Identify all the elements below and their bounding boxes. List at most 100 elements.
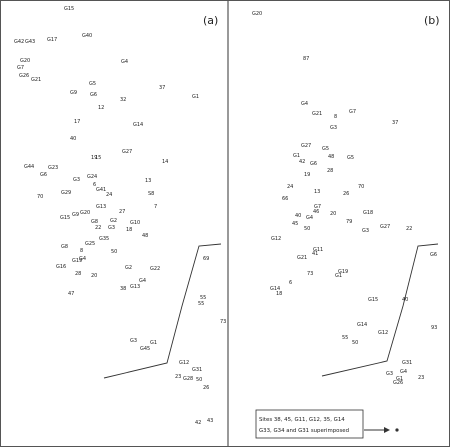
panel-a-point-label: 14 <box>162 159 168 165</box>
panel-b-point-label: 46 <box>313 209 319 215</box>
panel-b-point-label: G5 <box>322 146 329 152</box>
panel-b-point-label: G1 <box>293 153 300 159</box>
panel-b-point-label: 22 <box>406 226 412 232</box>
panel-a-point-label: 24 <box>106 192 112 198</box>
panel-a-point-label: G25 <box>85 241 95 247</box>
panel-b-point-label: 66 <box>282 196 288 202</box>
panel-b-point-label: 26 <box>343 191 349 197</box>
legend-line-2: G33, G34 and G31 superimposed <box>259 428 349 434</box>
panel-a-point-label: G15 <box>60 215 70 221</box>
panel-a-point-label: G14 <box>133 122 143 128</box>
panel-a-point-label: 13 <box>145 178 151 184</box>
panel-b-point-label: 28 <box>327 168 333 174</box>
panel-a-point-label: G40 <box>82 33 92 39</box>
panel-a-point-label: 7 <box>154 204 157 210</box>
panel-b-point-label: G3 <box>330 125 337 131</box>
panel-b-point-label: G31 <box>402 360 412 366</box>
panel-b-point-label: 73 <box>307 271 313 277</box>
panel-b-point-label: G3 <box>362 228 369 234</box>
panel-a-point-label: 42 <box>195 420 201 426</box>
panel-b-point-label: G4 <box>301 101 308 107</box>
panel-a-point-label: G24 <box>87 174 97 180</box>
panel-a-point-label: G13 <box>96 204 106 210</box>
panel-b-point-label: G27 <box>301 143 311 149</box>
panel-a-point-label: G10 <box>130 220 140 226</box>
panel-a-point-label: G22 <box>150 266 160 272</box>
panel-a-point-label: G21 <box>31 77 41 83</box>
boundary-line-b <box>321 243 439 377</box>
panel-a-point-label: G4 <box>121 59 128 65</box>
panel-b-point-label: 50 <box>304 226 310 232</box>
panel-b-point-label: 40 <box>295 213 301 219</box>
panel-a-point-label: 15 <box>95 155 101 161</box>
panel-b-point-label: G7 <box>349 109 356 115</box>
panel-a-point-label: G8 <box>91 219 98 225</box>
panel-a-point-label: 17 <box>74 119 80 125</box>
panel-a-point-label: 48 <box>142 233 148 239</box>
panel-b-point-label: 18 <box>276 291 282 297</box>
panel-a-point-label: G1 <box>192 94 199 100</box>
panel-b-point-label: G4 <box>400 369 407 375</box>
panel-a-point-label: G3 <box>108 225 115 231</box>
panel-b-point-label: G3 <box>386 371 393 377</box>
panel-a-point-label: G17 <box>47 37 57 43</box>
panel-b-point-label: 13 <box>314 189 320 195</box>
panel-b-point-label: 19 <box>304 172 310 178</box>
panel-a-point-label: G35 <box>99 236 109 242</box>
panel-b-point-label: G5 <box>347 155 354 161</box>
panel-a-point-label: 43 <box>207 418 213 424</box>
panel-b-point-label: G14 <box>270 286 280 292</box>
panel-b-point-label: 23 <box>418 375 424 381</box>
panel-b-point-label: 79 <box>346 219 352 225</box>
legend-line-1: Sites 38, 45, G11, G12, 35, G14 <box>259 417 345 423</box>
panel-a-point-label: G15 <box>64 6 74 12</box>
panel-b-point-label: 37 <box>392 120 398 126</box>
panel-a-point-label: G2 <box>110 218 117 224</box>
panel-b-point-label: G6 <box>310 161 317 167</box>
panel-b-point-label: 48 <box>328 154 334 160</box>
panel-a-point-label: G42 <box>14 39 24 45</box>
panel-b-point-label: 42 <box>299 159 305 165</box>
panel-a-point-label: G4 <box>79 256 86 262</box>
panel-b-point-label: 8 <box>334 114 337 120</box>
panel-a-point-label: 22 <box>95 225 101 231</box>
panel-a-point-label: G16 <box>56 264 66 270</box>
panel-b-point-label: G27 <box>380 224 390 230</box>
panel-a-point-label: G13 <box>130 284 140 290</box>
panel-a-point-label: 8 <box>80 248 83 254</box>
panel-a-point-label: 28 <box>75 271 81 277</box>
panel-b-point-label: G1 <box>335 273 342 279</box>
panel-a-point-label: G28 <box>183 376 193 382</box>
panel-a-point-label: 6 <box>93 182 96 188</box>
panel-a-point-label: G43 <box>25 39 35 45</box>
panel-a-point-label: 18 <box>126 227 132 233</box>
panel-b-point-label: G21 <box>312 111 322 117</box>
legend-arrow-target-dot <box>395 428 399 432</box>
panel-b-point-label: G6 <box>430 252 437 258</box>
panel-b-point-label: 41 <box>312 251 318 257</box>
panel-a-point-label: G7 <box>17 65 24 71</box>
panel-a-point-label: G9 <box>70 90 77 96</box>
panel-a-point-label: 20 <box>91 273 97 279</box>
panel-b-point-label: G21 <box>297 255 307 261</box>
panel-b-point-label: G1 <box>396 376 403 382</box>
panel-b-point-label: G12 <box>271 236 281 242</box>
panel-a-point-label: 38 <box>120 286 126 292</box>
panel-a-point-label: 73 <box>220 319 226 325</box>
panel-a-point-label: S8 <box>148 191 154 197</box>
panel-a-point-label: 27 <box>119 209 125 215</box>
panel-b-point-label: 24 <box>287 184 293 190</box>
panel-a-point-label: G12 <box>179 360 189 366</box>
panel-a-point-label: 32 <box>120 97 126 103</box>
panel-b-point-label: G15 <box>368 297 378 303</box>
panel-b-point-label: G7 <box>314 204 321 210</box>
panel-b-point-label: 6 <box>289 280 292 286</box>
panel-a-point-label: G31 <box>192 367 202 373</box>
panel-a-point-label: 55 <box>198 301 204 307</box>
panel-a-point-label: 19 <box>91 155 97 161</box>
panel-b-point-label: 93 <box>431 325 437 331</box>
panel-a-point-label: G23 <box>48 165 58 171</box>
panel-b-point-label: G20 <box>252 11 262 17</box>
